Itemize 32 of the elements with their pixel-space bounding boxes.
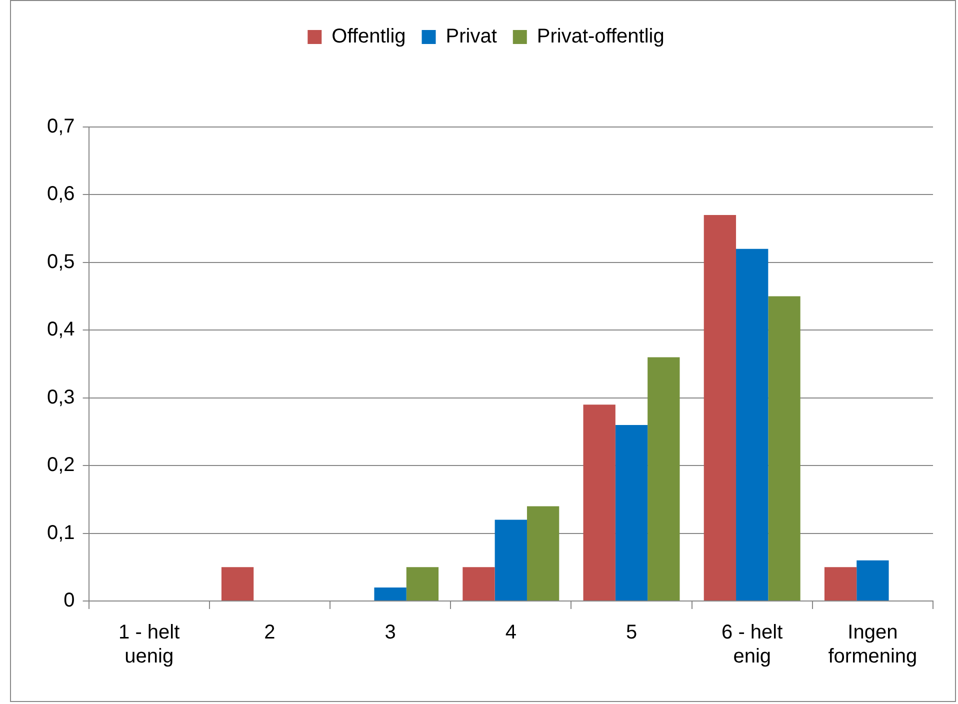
bar (494, 520, 527, 600)
bar (406, 567, 439, 600)
bar (648, 357, 680, 600)
x-tick-label: 4 (505, 622, 516, 644)
legend-label: Offentlig (332, 26, 406, 48)
bar (856, 560, 889, 600)
y-tick-label: 0,3 (46, 386, 75, 408)
bar (374, 587, 406, 600)
bar (526, 506, 560, 600)
bar (462, 567, 495, 600)
y-tick-label: 0,7 (46, 116, 75, 138)
y-tick-label: 0,5 (46, 250, 75, 273)
bar (583, 404, 616, 600)
bar (615, 424, 648, 600)
y-tick-label: 0,6 (46, 183, 75, 206)
y-tick-label: 0 (64, 590, 75, 612)
y-tick-label: 0,1 (46, 522, 75, 544)
x-tick-label: 1 - helt uenig (118, 622, 180, 668)
bar (221, 567, 254, 600)
bar (768, 296, 800, 600)
legend-label: Privat (446, 26, 498, 48)
y-tick-label: 0,2 (46, 454, 75, 476)
y-tick-label: 0,4 (46, 318, 75, 341)
x-tick-label: Ingen formening (828, 622, 918, 668)
legend-label: Privat-offentlig (536, 26, 664, 48)
bar (736, 248, 768, 600)
bar (824, 567, 857, 600)
x-tick-label: 3 (384, 622, 396, 644)
x-tick-label: 2 (264, 622, 276, 644)
x-tick-label: 5 (626, 622, 638, 644)
x-tick-label: 6 - helt enig (722, 622, 784, 668)
bar (704, 215, 736, 600)
